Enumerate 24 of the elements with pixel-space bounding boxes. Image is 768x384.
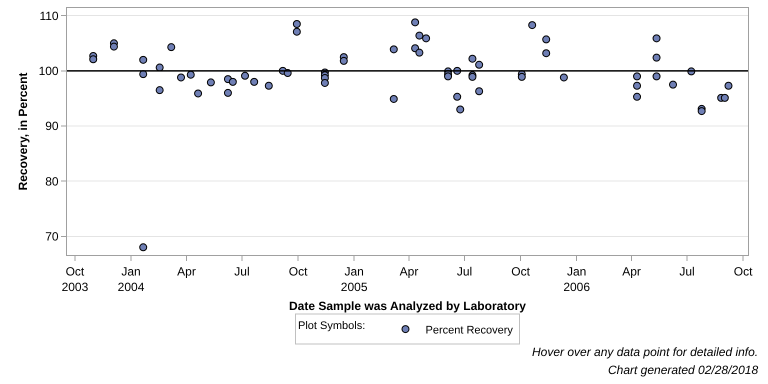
legend-label: Percent Recovery [425,324,514,336]
x-tick-label: Oct [511,264,531,278]
y-tick-label: 90 [45,119,59,134]
text: Chart generated 02/28/2018 [608,363,758,377]
y-tick-label: 70 [45,229,59,244]
legend-title: Plot Symbols: [298,320,378,332]
x-tick-label: Apr [177,264,196,278]
x-tick-label: Jan 2004 [118,264,145,294]
x-tick-label: Jan 2005 [340,264,368,294]
x-tick-label: Apr [622,264,641,278]
x-tick-label: Jul [456,264,472,278]
x-axis-title: Date Sample was Analyzed by Laboratory [289,298,526,313]
x-tick-label: Oct [734,264,754,278]
x-tick-label: Oct 2003 [62,264,89,294]
y-tick-label: 110 [39,8,59,23]
y-axis-title: Recovery, in Percent [16,72,30,190]
x-tick-label: Jul [679,264,695,278]
x-tick-label: Jan 2006 [563,264,590,294]
x-tick-label: Oct [288,264,308,278]
x-tick-label: Apr [400,264,418,278]
y-tick-label: 100 [38,64,59,78]
y-tick-label: 80 [45,174,59,188]
text: Hover over any data point for detailed info. [532,345,758,359]
x-tick-label: Jul [234,264,250,278]
